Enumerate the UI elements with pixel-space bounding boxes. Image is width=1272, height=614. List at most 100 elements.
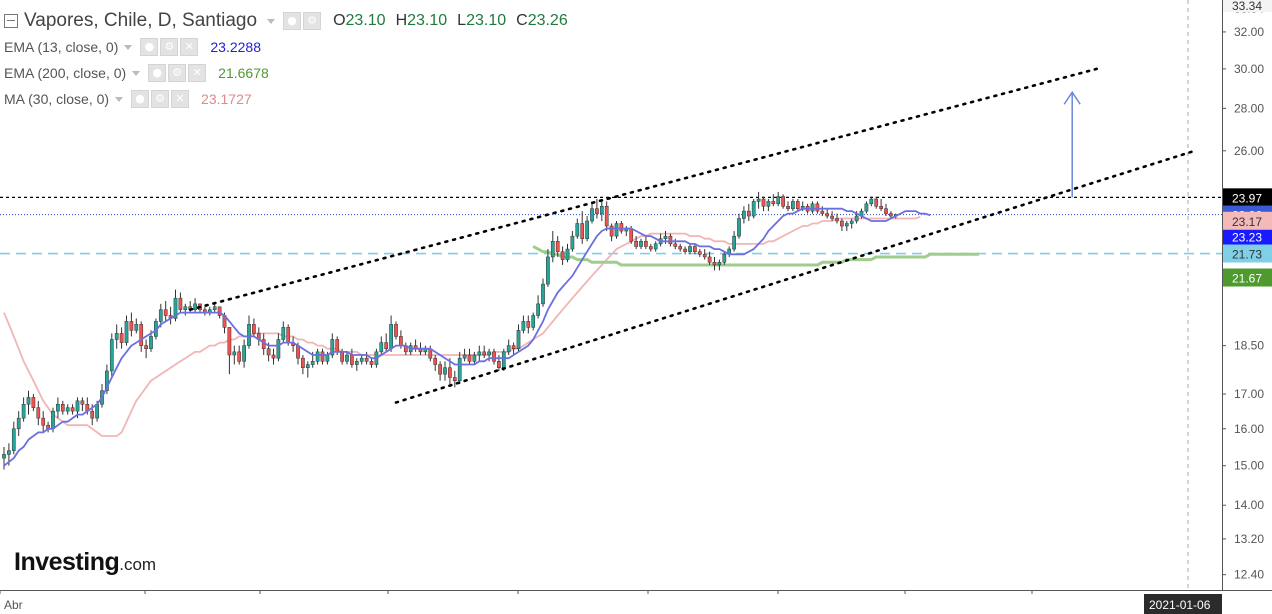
- candle-body: [487, 351, 491, 356]
- trendline-lower-channel: [394, 149, 1196, 404]
- candle-body: [786, 206, 790, 209]
- candle-body: [237, 351, 242, 362]
- price-label-text: 23.97: [1232, 191, 1262, 205]
- candle-body: [668, 235, 673, 245]
- price-tick-label: 16.00: [1234, 422, 1264, 436]
- candle-body: [869, 198, 874, 205]
- candle-body: [472, 354, 477, 362]
- candle-body: [129, 321, 134, 331]
- candle-body: [149, 336, 153, 349]
- close-icon[interactable]: ✕: [188, 64, 207, 82]
- candle-body: [438, 364, 442, 375]
- candle-body: [232, 351, 237, 356]
- candle-body: [492, 351, 496, 362]
- candle-body: [158, 309, 163, 322]
- price-tick-label: 18.50: [1234, 339, 1264, 353]
- chevron-down-icon[interactable]: [267, 18, 276, 24]
- price-tick-label: 13.20: [1234, 532, 1264, 546]
- candle-body: [506, 345, 511, 353]
- candle-body: [26, 397, 31, 405]
- indicator-name[interactable]: EMA (13, close, 0): [4, 39, 119, 55]
- candle-body: [467, 354, 472, 362]
- gear-icon[interactable]: ⚙: [160, 38, 179, 56]
- price-tick-label: 12.40: [1234, 568, 1264, 582]
- collapse-legend-icon[interactable]: [4, 14, 18, 28]
- candle-body: [286, 327, 291, 343]
- candle-body: [795, 201, 800, 209]
- close-icon[interactable]: ✕: [171, 90, 190, 108]
- candle-body: [707, 256, 712, 263]
- candle-body: [7, 450, 11, 455]
- price-tick-label: 15.00: [1234, 459, 1264, 473]
- candle-body: [644, 241, 648, 247]
- price-label-box: [1223, 227, 1272, 246]
- price-tick-label: 17.00: [1234, 387, 1264, 401]
- candle-body: [389, 324, 393, 349]
- eye-icon[interactable]: ●: [131, 90, 150, 108]
- candle-body: [776, 196, 781, 205]
- candle-body: [751, 201, 756, 217]
- eye-icon[interactable]: ●: [283, 12, 302, 30]
- indicator-name[interactable]: EMA (200, close, 0): [4, 65, 127, 81]
- gear-icon[interactable]: ⚙: [151, 90, 170, 108]
- gear-icon[interactable]: ⚙: [168, 64, 187, 82]
- symbol-row: Vapores, Chile, D, Santiago ● ⚙ O23.10 H…: [4, 8, 578, 34]
- candle-body: [791, 201, 795, 209]
- candle-body: [497, 361, 501, 368]
- candle-body: [364, 357, 369, 362]
- candle-body: [678, 246, 683, 250]
- candle-body: [830, 215, 834, 219]
- candle-body: [580, 223, 585, 239]
- target-arrow-head: [1063, 90, 1081, 105]
- candle-body: [683, 248, 687, 252]
- candle-body: [65, 407, 70, 412]
- price-label-text: 23.17: [1232, 215, 1262, 229]
- eye-icon[interactable]: ●: [140, 38, 159, 56]
- candle-body: [516, 330, 521, 349]
- candle-body: [766, 201, 771, 207]
- time-label-end-box: [1144, 594, 1222, 614]
- candle-body: [595, 208, 599, 214]
- candle-body: [320, 351, 325, 362]
- candle-body: [717, 262, 722, 266]
- candle-body: [619, 223, 624, 232]
- candle-body: [844, 223, 849, 227]
- candle-body: [80, 400, 85, 405]
- candle-body: [399, 336, 403, 346]
- ohlc-high: H23.10: [395, 12, 448, 29]
- candle-body: [330, 339, 335, 356]
- candle-body: [281, 327, 286, 340]
- candle-body: [889, 213, 893, 217]
- close-icon[interactable]: ✕: [180, 38, 199, 56]
- candle-body: [599, 206, 604, 214]
- candle-body: [746, 210, 751, 217]
- candle-body: [114, 333, 119, 340]
- gear-icon[interactable]: ⚙: [303, 12, 322, 30]
- candle-body: [359, 357, 364, 362]
- candle-body: [144, 345, 148, 349]
- eye-icon[interactable]: ●: [148, 64, 167, 82]
- investing-logo: Investing.com: [14, 548, 156, 577]
- candle-body: [634, 241, 638, 247]
- candle-body: [134, 324, 139, 331]
- candle-body: [452, 377, 457, 381]
- candle-body: [761, 198, 766, 207]
- candle-body: [36, 407, 41, 419]
- candle-body: [825, 213, 830, 217]
- candle-body: [849, 220, 854, 224]
- candle-body: [11, 428, 16, 451]
- chevron-down-icon[interactable]: [132, 70, 141, 76]
- candle-body: [673, 243, 678, 247]
- candle-body: [227, 327, 232, 356]
- chevron-down-icon[interactable]: [115, 96, 124, 102]
- indicator-ema200-row: EMA (200, close, 0) ● ⚙ ✕ 21.6678: [4, 60, 578, 86]
- candle-body: [315, 351, 320, 362]
- chevron-down-icon[interactable]: [124, 44, 133, 50]
- candle-body: [531, 315, 536, 328]
- indicator-name[interactable]: MA (30, close, 0): [4, 91, 110, 107]
- candle-body: [732, 235, 736, 250]
- price-tick-label: 32.00: [1234, 25, 1264, 39]
- brand-suffix: .com: [119, 555, 157, 574]
- candle-body: [60, 403, 65, 412]
